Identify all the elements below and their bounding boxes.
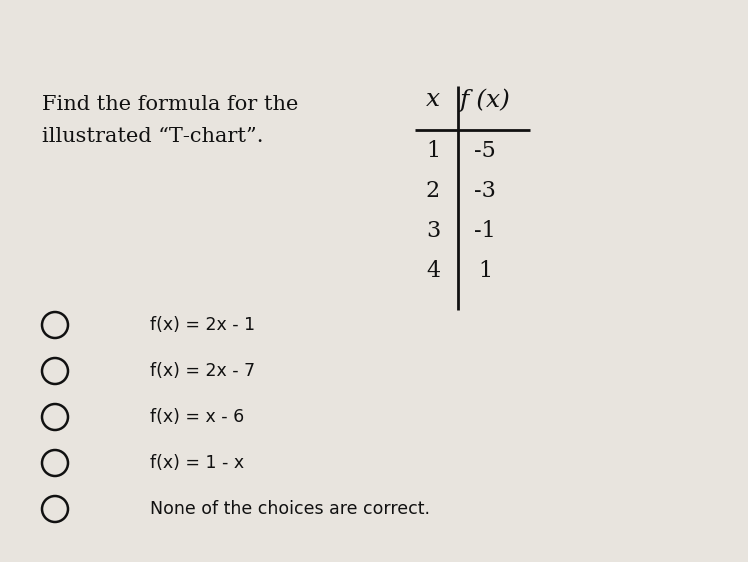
- Text: 3: 3: [426, 220, 440, 242]
- Text: f (x): f (x): [459, 88, 510, 111]
- Text: -5: -5: [474, 140, 496, 162]
- Text: -3: -3: [474, 180, 496, 202]
- Text: f(x) = 1 - x: f(x) = 1 - x: [150, 454, 244, 472]
- Text: illustrated “T‐chart”.: illustrated “T‐chart”.: [42, 127, 263, 146]
- Text: f(x) = 2x - 7: f(x) = 2x - 7: [150, 362, 255, 380]
- Text: 1: 1: [478, 260, 492, 282]
- Text: 1: 1: [426, 140, 440, 162]
- Text: Find the formula for the: Find the formula for the: [42, 95, 298, 114]
- Text: f(x) = x - 6: f(x) = x - 6: [150, 408, 245, 426]
- Text: None of the choices are correct.: None of the choices are correct.: [150, 500, 430, 518]
- Text: 4: 4: [426, 260, 440, 282]
- Text: x: x: [426, 88, 440, 111]
- Text: f(x) = 2x - 1: f(x) = 2x - 1: [150, 316, 255, 334]
- Text: 2: 2: [426, 180, 440, 202]
- Text: -1: -1: [474, 220, 496, 242]
